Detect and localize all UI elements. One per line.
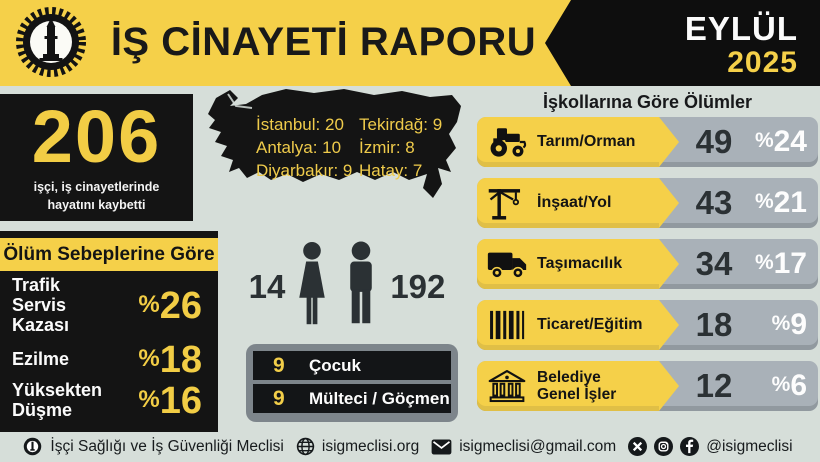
- special-group-row: 9 Mülteci / Göçmen: [253, 384, 451, 413]
- woman-icon: [292, 241, 332, 334]
- cause-row: Ezilme %18: [12, 339, 202, 381]
- x-twitter-icon: [628, 437, 648, 456]
- causes-panel: Ölüm Sebeplerine Göre Trafik Servis Kaza…: [0, 231, 218, 432]
- sector-count: 34: [695, 245, 733, 282]
- sector-percent: %6: [771, 369, 807, 402]
- turkey-map: İstanbul: 20 Antalya: 10 Diyarbakır: 9 T…: [202, 86, 464, 212]
- footer-org-name: İşçi Sağlığı ve İş Güvenliği Meclisi: [50, 437, 284, 455]
- men-count: 192: [390, 268, 446, 305]
- sector-count: 49: [695, 123, 733, 160]
- globe-icon: [296, 437, 315, 456]
- cause-row: Yüksekten Düşme %16: [12, 377, 202, 425]
- isig-gear-logo-icon: [13, 4, 89, 80]
- map-city-stat: Antalya: 10: [256, 138, 342, 157]
- crane-icon: [483, 185, 531, 221]
- sector-percent: %21: [754, 186, 807, 219]
- map-city-stat: Hatay: 7: [359, 161, 423, 180]
- sector-percent: %9: [771, 308, 807, 341]
- cause-row: Trafik Servis Kazası %26: [12, 275, 202, 335]
- group-label: Çocuk: [309, 355, 361, 375]
- sector-percent: %24: [754, 125, 807, 158]
- tractor-icon: [483, 126, 531, 158]
- causes-title: Ölüm Sebeplerine Göre: [0, 238, 218, 271]
- cause-label: Ezilme: [12, 349, 70, 370]
- cause-percent: %18: [138, 338, 202, 381]
- map-city-stat: Diyarbakır: 9: [256, 161, 353, 180]
- man-icon: [339, 240, 383, 334]
- barcode-icon: [483, 309, 531, 341]
- sector-count: 43: [695, 184, 733, 221]
- sector-row-tasimacilik: 34 %17 Taşımacılık: [477, 239, 818, 289]
- sector-row-ticaret: 18 %9 Ticaret/Eğitim: [477, 300, 818, 350]
- map-city-stat: İstanbul: 20: [256, 115, 344, 134]
- map-city-stat: Tekirdağ: 9: [359, 115, 443, 134]
- sectors-title: İşkollarına Göre Ölümler: [542, 92, 753, 112]
- sector-label: İnşaat/Yol: [537, 194, 612, 211]
- sector-label: Tarım/Orman: [537, 133, 636, 150]
- footer-bar: İşçi Sağlığı ve İş Güvenliği Meclisi isi…: [0, 431, 820, 462]
- sector-label: Taşımacılık: [537, 255, 623, 272]
- header-banner: [0, 0, 580, 86]
- turkey-map-silhouette: [208, 89, 461, 198]
- group-label: Mülteci / Göçmen: [309, 388, 450, 408]
- sector-row-belediye: 12 %6 Belediye Genel İşler: [477, 361, 818, 411]
- map-city-column-1: İstanbul: 20 Antalya: 10 Diyarbakır: 9: [256, 113, 352, 182]
- sector-label: Belediye Genel İşler: [537, 368, 617, 403]
- special-groups-panel: 9 Çocuk 9 Mülteci / Göçmen: [246, 344, 458, 422]
- sector-count: 12: [695, 367, 733, 404]
- cause-label: Yüksekten Düşme: [12, 380, 103, 420]
- sector-bar-arrow: Ticaret/Eğitim: [477, 300, 679, 350]
- cause-label: Trafik Servis Kazası: [12, 275, 70, 335]
- instagram-icon: [654, 437, 674, 456]
- gender-stats: 14 192: [231, 236, 463, 338]
- facebook-icon: [680, 437, 700, 456]
- sector-bar-arrow: İnşaat/Yol: [477, 178, 679, 228]
- map-city-stat: İzmir: 8: [359, 138, 415, 157]
- total-deaths-panel: 206 işçi, iş cinayetlerinde hayatını kay…: [0, 94, 193, 221]
- report-month: EYLÜL: [684, 10, 798, 47]
- isig-mini-logo-icon: [22, 436, 43, 457]
- footer-social-handle: @isigmeclisi: [706, 437, 793, 455]
- truck-icon: [483, 249, 531, 280]
- sector-bar-arrow: Taşımacılık: [477, 239, 679, 289]
- group-count: 9: [273, 386, 285, 410]
- total-deaths-caption: işçi, iş cinayetlerinde hayatını kaybett…: [33, 180, 160, 212]
- group-count: 9: [273, 353, 285, 377]
- page-title: İŞ CİNAYETİ RAPORU: [110, 20, 537, 64]
- mail-icon: [431, 438, 452, 455]
- total-deaths-count: 206: [31, 95, 162, 178]
- cause-percent: %26: [138, 284, 202, 327]
- cause-percent: %16: [138, 379, 202, 422]
- sector-bar-arrow: Belediye Genel İşler: [477, 361, 679, 411]
- sector-percent: %17: [754, 247, 807, 280]
- bank-icon: [483, 369, 531, 404]
- sector-bar-arrow: Tarım/Orman: [477, 117, 679, 167]
- footer-website: isigmeclisi.org: [321, 437, 420, 455]
- header-date-panel: [545, 0, 820, 86]
- sector-label: Ticaret/Eğitim: [537, 316, 643, 333]
- women-count: 14: [248, 268, 286, 305]
- report-year: 2025: [727, 46, 798, 79]
- map-city-column-2: Tekirdağ: 9 İzmir: 8 Hatay: 7: [359, 113, 442, 182]
- sector-row-insaat: 43 %21 İnşaat/Yol: [477, 178, 818, 228]
- sector-count: 18: [695, 306, 733, 343]
- footer-email: isigmeclisi@gmail.com: [459, 437, 617, 455]
- sector-row-tarim: 49 %24 Tarım/Orman: [477, 117, 818, 167]
- special-group-row: 9 Çocuk: [253, 351, 451, 380]
